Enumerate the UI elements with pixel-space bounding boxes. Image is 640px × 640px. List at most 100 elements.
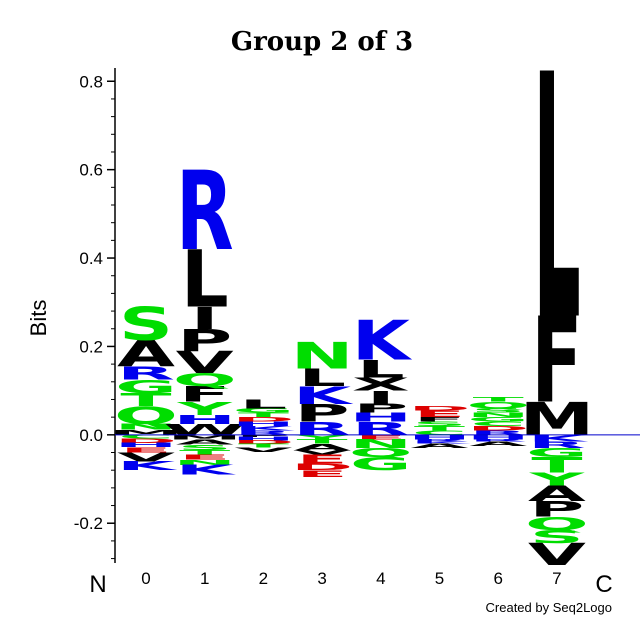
- logo-letter: K: [176, 462, 237, 478]
- logo-letter: E: [120, 446, 171, 454]
- credit-text: Created by Seq2Logo: [486, 600, 612, 615]
- logo-letter: E: [296, 452, 347, 466]
- logo-letter: C: [118, 434, 173, 440]
- logo-letter: K: [410, 441, 471, 445]
- logo-letter: K: [352, 310, 413, 373]
- y-tick-label: 0.8: [79, 72, 103, 91]
- x-tick-label: 0: [141, 569, 150, 588]
- logo-letter: R: [293, 418, 351, 439]
- letter-stacks: MNQTGRASCDHEVKWHYFQVPILRMASTENKRKHDTGLPH…: [109, 5, 640, 573]
- logo-letter: V: [176, 345, 234, 380]
- logo-letter: C: [412, 429, 467, 436]
- logo-letter: K: [234, 425, 295, 432]
- logo-letter: K: [293, 382, 354, 410]
- logo-letter: Q: [525, 513, 589, 534]
- logo-letter: T: [179, 449, 230, 456]
- y-tick-label: 0.0: [79, 426, 103, 445]
- logo-letter: F: [179, 382, 230, 407]
- logo-letter: H: [115, 442, 178, 449]
- logo-letter: D: [115, 437, 177, 444]
- logo-letter: D: [291, 462, 353, 473]
- logo-letter: E: [296, 468, 347, 479]
- logo-letter: P: [529, 497, 584, 522]
- logo-letter: L: [298, 364, 346, 392]
- chart-title: Group 2 of 3: [231, 27, 413, 57]
- logo-letter: R: [411, 439, 469, 443]
- logo-letter: T: [238, 412, 289, 419]
- logo-letter: R: [235, 429, 293, 436]
- logo-letter: N: [173, 458, 236, 466]
- logo-letter: A: [293, 442, 352, 453]
- logo-letter: P: [295, 399, 350, 427]
- y-axis: 0.8 0.6 0.4 0.2 0.0 -0.2: [74, 68, 116, 563]
- logo-letter: N: [115, 422, 178, 431]
- logo-letter: S: [412, 420, 466, 427]
- logo-letter: D: [232, 440, 294, 446]
- logo-letter: L: [240, 397, 288, 411]
- logo-letter: H: [173, 413, 236, 427]
- logo-letter: Y: [528, 469, 586, 490]
- c-terminus-label: C: [595, 571, 612, 598]
- logo-letter: N: [291, 335, 354, 378]
- logo-letter: H: [232, 436, 295, 442]
- logo-letter: G: [115, 376, 177, 397]
- logo-letter: A: [176, 438, 234, 446]
- logo-letter: F: [531, 293, 582, 430]
- logo-letter: F: [414, 416, 465, 423]
- x-tick-label: 2: [259, 569, 268, 588]
- logo-letter: G: [467, 416, 529, 423]
- logo-letter: N: [467, 412, 530, 419]
- logo-letter: P: [353, 401, 408, 415]
- logo-letter: R: [117, 363, 175, 384]
- logo-letter: V: [528, 538, 586, 573]
- y-tick-label: 0.4: [79, 249, 103, 268]
- logo-letter: P: [177, 323, 232, 358]
- y-tick-label: -0.2: [74, 514, 103, 533]
- x-axis: 0 1 2 3 4 5 6 7: [141, 569, 561, 588]
- logo-letter: A: [410, 443, 468, 450]
- logo-letter: C: [471, 420, 526, 427]
- logo-letter: D: [232, 416, 294, 423]
- logo-letter: V: [293, 449, 351, 456]
- x-tick-label: 6: [493, 569, 502, 588]
- logo-letter: G: [350, 453, 412, 474]
- logo-letter: K: [528, 433, 588, 444]
- logo-letter: Q: [114, 402, 178, 430]
- logo-letter: R: [469, 439, 527, 443]
- logo-letter: A: [117, 332, 176, 375]
- logo-letter: H: [408, 434, 471, 441]
- y-tick-label: 0.6: [79, 161, 103, 180]
- logo-letter: R: [176, 149, 234, 276]
- y-axis-label: Bits: [26, 300, 51, 337]
- logo-letter: D: [408, 405, 470, 412]
- logo-letter: K: [117, 459, 178, 473]
- logo-letter: Y: [176, 398, 234, 419]
- logo-letter: M: [109, 428, 184, 436]
- logo-letter: L: [357, 355, 405, 383]
- logo-letter: S: [471, 407, 525, 414]
- logo-letter: T: [297, 438, 348, 445]
- logo-letter: V: [234, 446, 292, 453]
- logo-letter: H: [232, 420, 295, 427]
- logo-letter: I: [367, 387, 395, 408]
- logo-letter: L: [533, 5, 581, 396]
- logo-letter: M: [520, 392, 595, 445]
- logo-letter: T: [120, 389, 171, 410]
- logo-letter: H: [349, 410, 412, 424]
- logo-letter: R: [528, 440, 586, 451]
- logo-letter: E: [355, 434, 406, 441]
- logo-letter: T: [531, 453, 583, 478]
- logo-letter: G: [526, 446, 588, 460]
- logo-letter: Q: [173, 369, 237, 390]
- logo-letter: R: [352, 418, 410, 439]
- logo-letter: E: [179, 453, 230, 461]
- x-tick-label: 7: [552, 569, 561, 588]
